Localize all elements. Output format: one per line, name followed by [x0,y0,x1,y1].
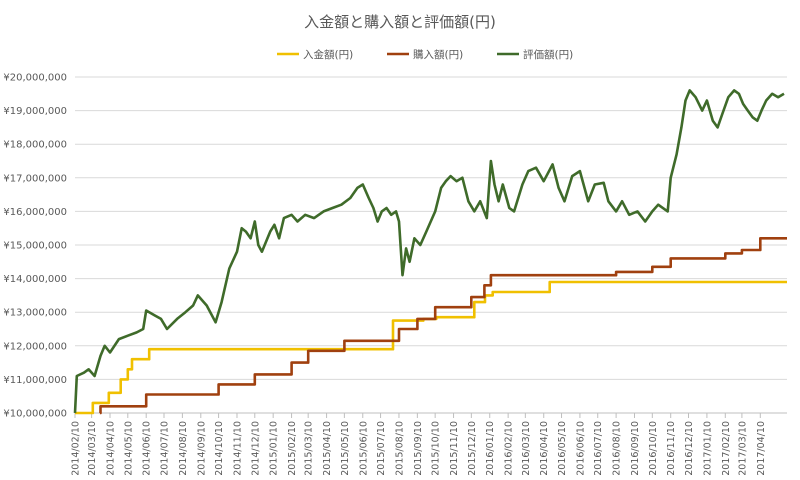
plot-area [73,89,787,415]
x-tick-label: 2014/10/10 [214,421,225,476]
x-tick-label: 2015/12/10 [467,421,478,476]
x-tick-label: 2015/05/10 [340,421,351,476]
x-tick-label: 2016/06/10 [575,421,586,476]
x-tick-label: 2014/09/10 [196,421,207,476]
y-tick-label: ¥19,000,000 [3,106,67,117]
x-tick-label: 2014/04/10 [106,421,117,476]
y-tick-label: ¥20,000,000 [3,73,67,84]
x-tick-label: 2016/04/10 [539,421,550,476]
y-tick-label: ¥12,000,000 [3,341,67,352]
x-tick-label: 2015/10/10 [431,421,442,476]
y-tick-label: ¥10,000,000 [3,409,67,420]
series-line-3 [73,89,785,414]
x-tick-label: 2016/12/10 [684,421,695,476]
x-tick-label: 2016/08/10 [612,421,623,476]
x-tick-label: 2015/11/10 [449,421,460,476]
legend: 入金額(円) 購入額(円) 評価額(円) [277,48,573,61]
x-tick-label: 2015/02/10 [287,421,298,476]
x-tick-label: 2014/08/10 [178,421,189,476]
x-tick-label: 2016/02/10 [504,421,515,476]
x-tick-label: 2015/06/10 [358,421,369,476]
series-line-2 [99,237,787,415]
x-tick-label: 2014/05/10 [123,421,134,476]
y-tick-label: ¥15,000,000 [3,241,67,252]
x-tick-label: 2016/03/10 [521,421,532,476]
legend-label: 購入額(円) [413,48,463,61]
x-tick-label: 2015/08/10 [394,421,405,476]
y-tick-label: ¥18,000,000 [3,140,67,151]
x-tick-label: 2014/12/10 [250,421,261,476]
x-tick-label: 2017/04/10 [756,421,767,476]
x-tick-label: 2017/03/10 [737,421,748,476]
x-tick-label: 2014/11/10 [232,421,243,476]
x-axis: 2014/02/10 2014/03/10 2014/04/10 2014/05/10… [71,412,787,476]
legend-label: 評価額(円) [523,48,573,61]
y-tick-label: ¥11,000,000 [3,375,67,386]
x-tick-label: 2016/11/10 [666,421,677,476]
y-axis: ¥10,000,000 ¥11,000,000 ¥12,000,000 ¥13,000… [3,73,67,420]
y-tick-label: ¥13,000,000 [3,308,67,319]
x-tick-label: 2015/03/10 [304,421,315,476]
x-tick-label: 2017/02/10 [721,421,732,476]
x-tick-label: 2015/04/10 [322,421,333,476]
legend-item-1: 入金額(円) [277,48,353,61]
x-tick-label: 2016/01/10 [485,421,496,476]
x-tick-label: 2015/09/10 [413,421,424,476]
x-tick-label: 2015/07/10 [376,421,387,476]
legend-item-3: 評価額(円) [497,48,573,61]
x-tick-label: 2014/07/10 [160,421,171,476]
legend-item-2: 購入額(円) [387,48,463,61]
series-line-1 [75,280,787,415]
x-tick-label: 2016/05/10 [557,421,568,476]
x-tick-label: 2017/01/10 [702,421,713,476]
y-tick-label: ¥17,000,000 [3,173,67,184]
x-tick-label: 2014/03/10 [87,421,98,476]
y-tick-label: ¥16,000,000 [3,207,67,218]
x-tick-label: 2016/07/10 [593,421,604,476]
chart-title: 入金額と購入額と評価額(円) [304,13,496,31]
x-tick-label: 2014/06/10 [142,421,153,476]
y-tick-label: ¥14,000,000 [3,274,67,285]
x-tick-label: 2014/02/10 [71,421,82,476]
legend-label: 入金額(円) [303,48,353,61]
x-tick-label: 2016/09/10 [630,421,641,476]
x-tick-label: 2016/10/10 [648,421,659,476]
x-tick-label: 2015/01/10 [269,421,280,476]
